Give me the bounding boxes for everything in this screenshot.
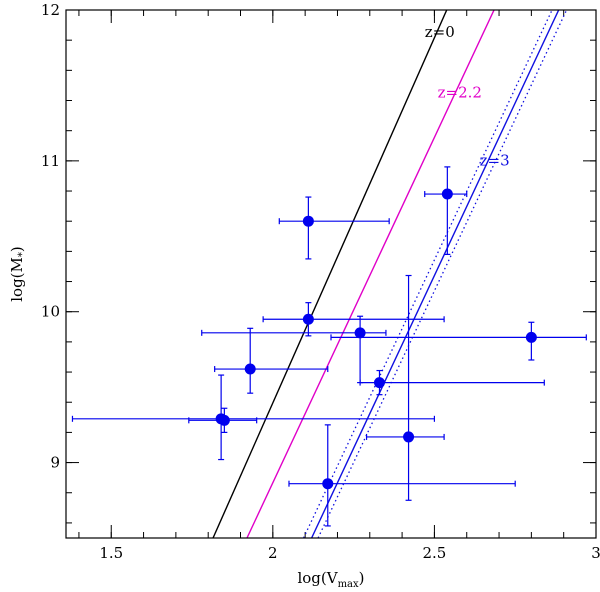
data-point [278, 196, 390, 260]
data-point [188, 407, 258, 433]
y-tick-label: 10 [41, 303, 60, 321]
label-z=3: z=3 [480, 151, 510, 169]
line-z=0 [212, 10, 448, 538]
label-z=0: z=0 [425, 23, 455, 41]
data-point [359, 369, 545, 396]
point-marker [244, 363, 256, 375]
data-points [71, 166, 587, 527]
point-marker [525, 331, 537, 343]
tick-labels: 1.5 2 2.5 3 9 10 11 12 [41, 1, 600, 562]
y-axis-label: log(M*) [8, 246, 28, 302]
point-marker [403, 431, 415, 443]
point-marker [441, 188, 453, 200]
x-tick-label: 2 [268, 544, 278, 562]
data-point [424, 166, 468, 255]
model-lines [212, 10, 568, 538]
point-marker [218, 414, 230, 426]
minor-ticks [66, 9, 597, 538]
data-point [214, 327, 329, 394]
data-point [201, 315, 387, 384]
point-marker [302, 313, 314, 325]
point-marker [322, 478, 334, 490]
x-tick-label: 3 [591, 544, 600, 562]
x-tick-label: 1.5 [99, 544, 123, 562]
point-marker [354, 327, 366, 339]
line-z=3-lower [317, 10, 568, 538]
major-ticks [66, 9, 597, 538]
y-tick-label: 9 [50, 454, 60, 472]
label-z=2.2: z=2.2 [438, 83, 482, 101]
line-z=3 [310, 10, 560, 538]
line-z=2.2 [246, 10, 495, 538]
data-point [262, 302, 445, 337]
line-labels: z=0 z=2.2 z=3 [425, 23, 510, 169]
data-point [330, 321, 587, 361]
x-tick-label: 2.5 [422, 544, 446, 562]
y-tick-label: 12 [41, 1, 60, 19]
y-tick-label: 11 [41, 152, 60, 170]
point-marker [302, 215, 314, 227]
plot-frame [65, 9, 597, 539]
point-marker [373, 377, 385, 389]
x-axis-label: log(Vmax) [297, 569, 364, 590]
data-point [288, 424, 516, 527]
data-point [365, 274, 445, 501]
line-z=3-upper [302, 10, 553, 538]
